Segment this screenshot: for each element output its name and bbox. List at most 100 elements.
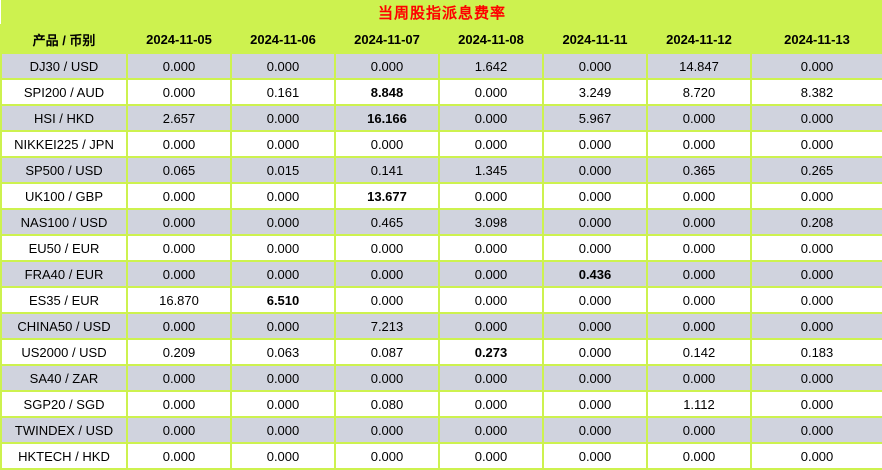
table-row: SPI200 / AUD 0.000 0.161 8.848 0.000 3.249 8.7…	[0, 78, 882, 106]
fee-value-cell: 0.000	[542, 442, 648, 470]
fee-value-cell: 0.000	[230, 208, 336, 236]
fee-value-cell: 0.000	[438, 416, 544, 444]
product-cell: UK100 / GBP	[0, 182, 128, 210]
fee-value-cell: 0.015	[230, 156, 336, 184]
table-row: SP500 / USD 0.065 0.015 0.141 1.345 0.000 0.36…	[0, 156, 882, 184]
fee-value-cell: 0.000	[542, 182, 648, 210]
fee-value-cell: 0.000	[646, 182, 752, 210]
table-header-row: 产品 / 币别 2024-11-05 2024-11-06 2024-11-07…	[0, 24, 882, 54]
column-header-product: 产品 / 币别	[0, 24, 128, 54]
fee-value-cell: 0.141	[334, 156, 440, 184]
column-header-date: 2024-11-05	[126, 24, 232, 54]
table-body: DJ30 / USD 0.000 0.000 0.000 1.642 0.000 14.84…	[0, 52, 882, 470]
fee-value-cell: 1.112	[646, 390, 752, 418]
fee-value-cell: 0.000	[542, 234, 648, 262]
fee-value-cell: 0.000	[230, 364, 336, 392]
fee-value-cell: 16.870	[126, 286, 232, 314]
product-cell: SP500 / USD	[0, 156, 128, 184]
fee-value-cell: 0.000	[438, 182, 544, 210]
fee-value-cell: 0.000	[749, 442, 882, 470]
fee-value-cell: 0.000	[646, 312, 752, 340]
page-title: 当周股指派息费率	[1, 0, 882, 25]
fee-value-cell: 13.677	[334, 182, 440, 210]
fee-value-cell: 0.183	[749, 338, 882, 366]
fee-value-cell: 1.345	[438, 156, 544, 184]
fee-value-cell: 0.000	[749, 390, 882, 418]
fee-value-cell: 0.000	[126, 390, 232, 418]
table-row: HKTECH / HKD 0.000 0.000 0.000 0.000 0.000 0.0…	[0, 442, 882, 470]
fee-value-cell: 0.000	[749, 52, 882, 80]
table-row: SA40 / ZAR 0.000 0.000 0.000 0.000 0.000 0.000…	[0, 364, 882, 392]
fee-value-cell: 0.000	[646, 364, 752, 392]
fee-value-cell: 0.000	[334, 260, 440, 288]
table-row: UK100 / GBP 0.000 0.000 13.677 0.000 0.000 0.0…	[0, 182, 882, 210]
fee-value-cell: 0.000	[334, 364, 440, 392]
table-row: US2000 / USD 0.209 0.063 0.087 0.273 0.000 0.1…	[0, 338, 882, 366]
column-header-date: 2024-11-06	[230, 24, 336, 54]
fee-value-cell: 0.000	[749, 104, 882, 132]
product-cell: DJ30 / USD	[0, 52, 128, 80]
fee-value-cell: 0.000	[646, 286, 752, 314]
fee-value-cell: 0.000	[438, 130, 544, 158]
fee-value-cell: 0.000	[542, 130, 648, 158]
fee-value-cell: 0.000	[438, 260, 544, 288]
fee-value-cell: 0.265	[749, 156, 882, 184]
column-header-date: 2024-11-13	[749, 24, 882, 54]
product-cell: SGP20 / SGD	[0, 390, 128, 418]
fee-value-cell: 0.000	[646, 208, 752, 236]
fee-value-cell: 0.000	[334, 416, 440, 444]
table-row: TWINDEX / USD 0.000 0.000 0.000 0.000 0.000 0.…	[0, 416, 882, 444]
fee-value-cell: 2.657	[126, 104, 232, 132]
fee-value-cell: 0.000	[542, 156, 648, 184]
fee-value-cell: 0.000	[126, 52, 232, 80]
fee-value-cell: 0.436	[542, 260, 648, 288]
table-row: CHINA50 / USD 0.000 0.000 7.213 0.000 0.000 0.…	[0, 312, 882, 340]
fee-value-cell: 0.000	[749, 286, 882, 314]
fee-value-cell: 0.000	[749, 182, 882, 210]
fee-value-cell: 3.249	[542, 78, 648, 106]
fee-value-cell: 0.000	[438, 78, 544, 106]
fee-value-cell: 0.087	[334, 338, 440, 366]
fee-value-cell: 5.967	[542, 104, 648, 132]
fee-value-cell: 0.365	[646, 156, 752, 184]
product-cell: EU50 / EUR	[0, 234, 128, 262]
fee-value-cell: 0.000	[126, 182, 232, 210]
fee-value-cell: 0.000	[334, 234, 440, 262]
fee-value-cell: 0.000	[230, 104, 336, 132]
fee-value-cell: 0.000	[334, 286, 440, 314]
fee-value-cell: 0.000	[230, 416, 336, 444]
fee-value-cell: 0.000	[438, 104, 544, 132]
fee-value-cell: 0.000	[126, 208, 232, 236]
column-header-date: 2024-11-12	[646, 24, 752, 54]
fee-value-cell: 0.000	[749, 234, 882, 262]
fee-value-cell: 0.000	[334, 442, 440, 470]
product-cell: FRA40 / EUR	[0, 260, 128, 288]
fee-value-cell: 8.720	[646, 78, 752, 106]
product-cell: TWINDEX / USD	[0, 416, 128, 444]
product-cell: ES35 / EUR	[0, 286, 128, 314]
product-cell: CHINA50 / USD	[0, 312, 128, 340]
table-row: FRA40 / EUR 0.000 0.000 0.000 0.000 0.436 0.00…	[0, 260, 882, 288]
fee-value-cell: 0.000	[749, 416, 882, 444]
column-header-date: 2024-11-08	[438, 24, 544, 54]
product-cell: SA40 / ZAR	[0, 364, 128, 392]
fee-value-cell: 0.000	[542, 416, 648, 444]
fee-value-cell: 8.848	[334, 78, 440, 106]
table-row: ES35 / EUR 16.870 6.510 0.000 0.000 0.000 0.00…	[0, 286, 882, 314]
fee-value-cell: 0.000	[230, 390, 336, 418]
table-row: SGP20 / SGD 0.000 0.000 0.080 0.000 0.000 1.11…	[0, 390, 882, 418]
column-header-date: 2024-11-07	[334, 24, 440, 54]
product-cell: HKTECH / HKD	[0, 442, 128, 470]
fee-value-cell: 0.142	[646, 338, 752, 366]
fee-value-cell: 0.000	[542, 286, 648, 314]
fee-value-cell: 0.000	[438, 234, 544, 262]
fee-value-cell: 0.000	[542, 312, 648, 340]
fee-value-cell: 0.000	[126, 78, 232, 106]
fee-value-cell: 0.000	[126, 312, 232, 340]
table-row: EU50 / EUR 0.000 0.000 0.000 0.000 0.000 0.000…	[0, 234, 882, 262]
fee-value-cell: 0.000	[542, 364, 648, 392]
fee-value-cell: 0.000	[230, 312, 336, 340]
fee-value-cell: 7.213	[334, 312, 440, 340]
fee-value-cell: 0.063	[230, 338, 336, 366]
